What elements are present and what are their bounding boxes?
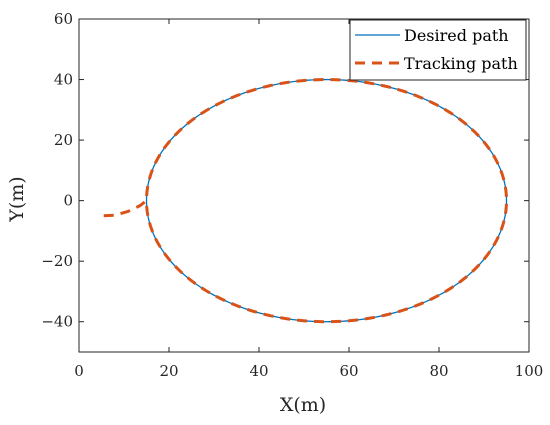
legend: Desired path Tracking path [349, 19, 527, 81]
legend-label-desired: Desired path [404, 26, 509, 45]
y-tick-label: 20 [54, 131, 73, 149]
y-tick-label: 0 [63, 192, 73, 210]
legend-label-tracking: Tracking path [404, 54, 518, 73]
series-lines [103, 78, 509, 324]
y-axis-label: Y(m) [6, 176, 28, 222]
x-axis-label: X(m) [280, 394, 326, 416]
y-tick-label: 40 [54, 71, 73, 89]
y-tick-label: −40 [41, 313, 73, 331]
x-tick-label: 80 [429, 362, 448, 380]
series-tracking-path [103, 78, 509, 324]
x-tick-label: 100 [515, 362, 544, 380]
x-tick-label: 40 [249, 362, 268, 380]
x-tick-label: 20 [159, 362, 178, 380]
tick-labels: 0 20 40 60 80 100 −40 −20 0 20 40 60 [41, 10, 543, 380]
x-tick-label: 0 [74, 362, 84, 380]
legend-box [349, 19, 527, 81]
y-tick-label: −20 [41, 252, 73, 270]
x-tick-label: 60 [339, 362, 358, 380]
y-tick-label: 60 [54, 10, 73, 28]
